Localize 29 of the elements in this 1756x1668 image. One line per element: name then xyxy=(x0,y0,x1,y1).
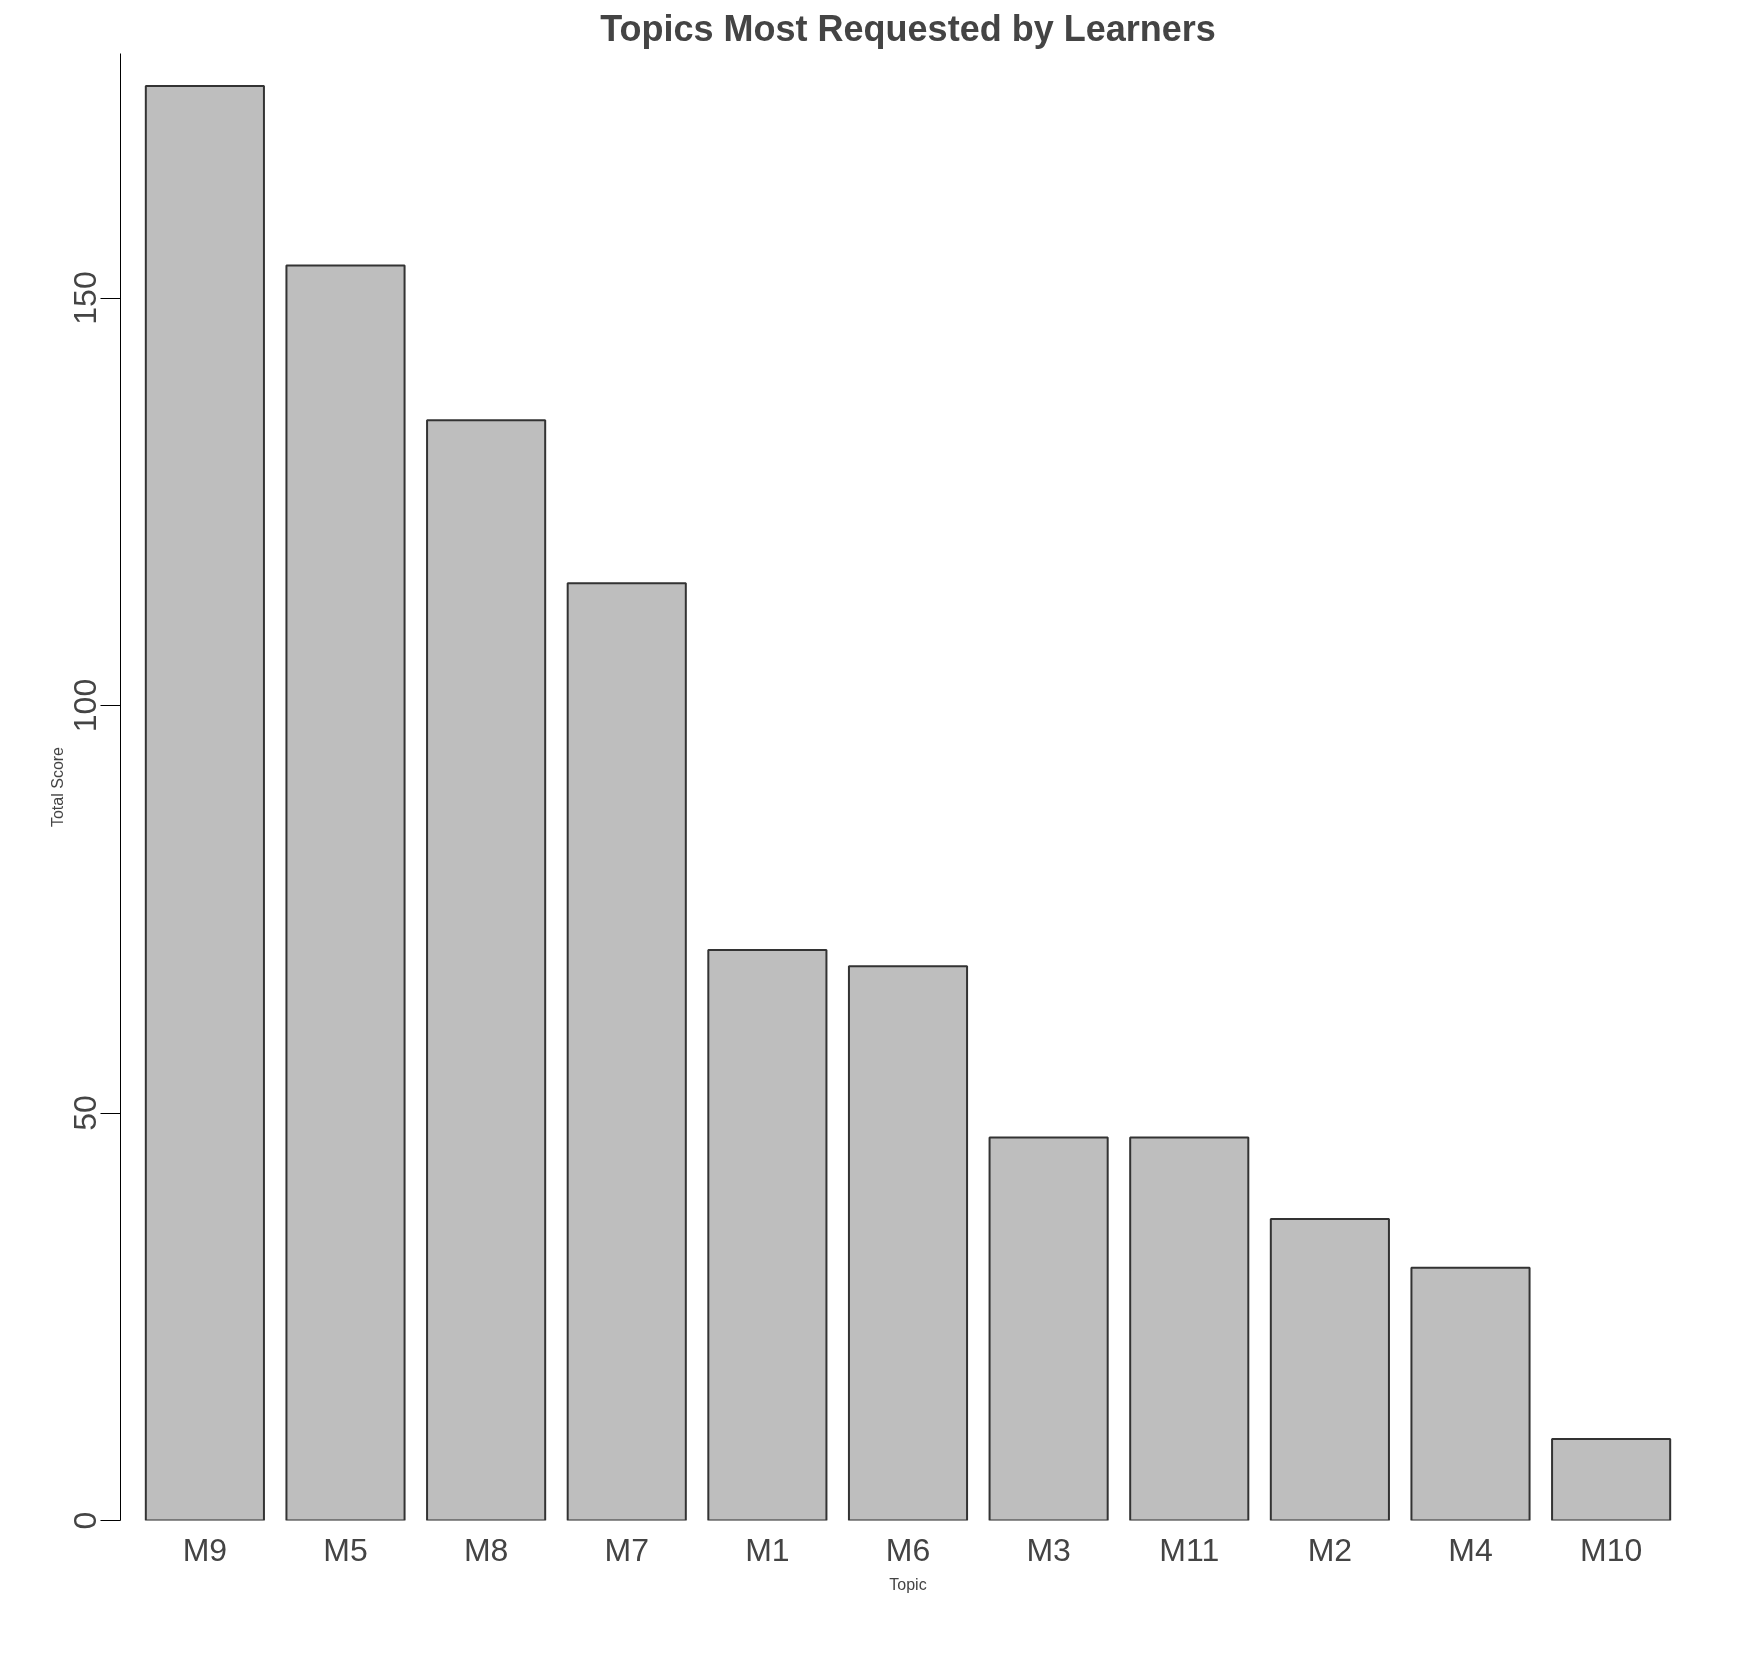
bar xyxy=(144,85,265,1521)
x-tick-label: M2 xyxy=(1307,1531,1353,1568)
x-axis-title: Topic xyxy=(889,1575,927,1593)
y-tick-label: 0 xyxy=(66,1511,103,1530)
bar xyxy=(707,949,828,1521)
bar xyxy=(1269,1217,1390,1521)
chart-title: Topics Most Requested by Learners xyxy=(600,7,1216,49)
y-axis-title: Total Score xyxy=(48,746,66,828)
y-tick-label: 100 xyxy=(66,678,103,733)
bar xyxy=(847,965,969,1521)
y-tick-label: 150 xyxy=(66,271,103,325)
x-tick-label: M3 xyxy=(1026,1531,1071,1568)
x-tick-label: M8 xyxy=(463,1531,509,1568)
x-tick-label: M7 xyxy=(604,1531,649,1568)
bar xyxy=(988,1136,1109,1521)
bar xyxy=(566,582,687,1521)
bar xyxy=(285,264,406,1521)
bar xyxy=(1410,1266,1531,1521)
x-tick-label: M9 xyxy=(182,1531,228,1568)
x-tick-label: M4 xyxy=(1448,1531,1493,1568)
y-tick-label: 50 xyxy=(66,1095,103,1131)
x-tick-label: M5 xyxy=(323,1531,368,1568)
bar xyxy=(1551,1438,1672,1521)
x-tick-label: M6 xyxy=(885,1531,931,1568)
bar xyxy=(426,419,547,1521)
bar xyxy=(1129,1136,1250,1521)
x-tick-label: M10 xyxy=(1580,1531,1643,1568)
x-tick-label: M11 xyxy=(1159,1531,1220,1568)
x-tick-label: M1 xyxy=(745,1531,790,1568)
